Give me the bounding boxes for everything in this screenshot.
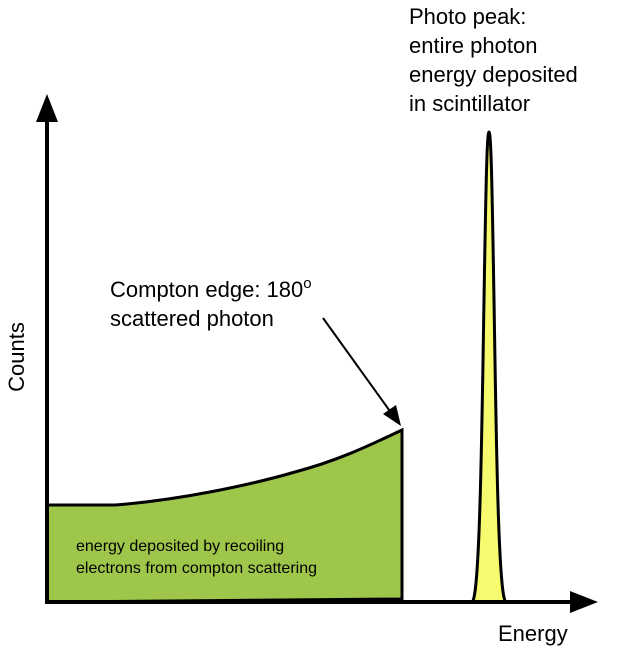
continuum-label-line-1: energy deposited by recoiling xyxy=(76,538,284,555)
compton-edge-pointer xyxy=(322,317,393,415)
compton-continuum-region xyxy=(45,427,404,604)
x-axis-label: Energy xyxy=(498,621,568,646)
compton-edge-pointer-head xyxy=(383,405,401,426)
compton-edge-label-line-1: Compton edge: 180o xyxy=(110,275,312,302)
x-axis-arrowhead xyxy=(570,591,598,613)
photo-peak-label-line-2: entire photon xyxy=(409,33,537,58)
compton-edge-label-main: Compton edge: 180 xyxy=(110,277,303,302)
photo-peak-label-line-3: energy deposited xyxy=(409,62,578,87)
photo-peak-label-line-4: in scintillator xyxy=(409,91,530,116)
photo-peak-region xyxy=(470,130,508,604)
compton-edge-label-line-2: scattered photon xyxy=(110,306,274,331)
photo-peak-label-line-1: Photo peak: xyxy=(409,4,526,29)
compton-edge-label-degree: o xyxy=(303,275,311,292)
continuum-label-line-2: electrons from compton scattering xyxy=(76,560,317,577)
y-axis-arrowhead xyxy=(36,94,58,122)
y-axis-label: Counts xyxy=(4,322,29,392)
